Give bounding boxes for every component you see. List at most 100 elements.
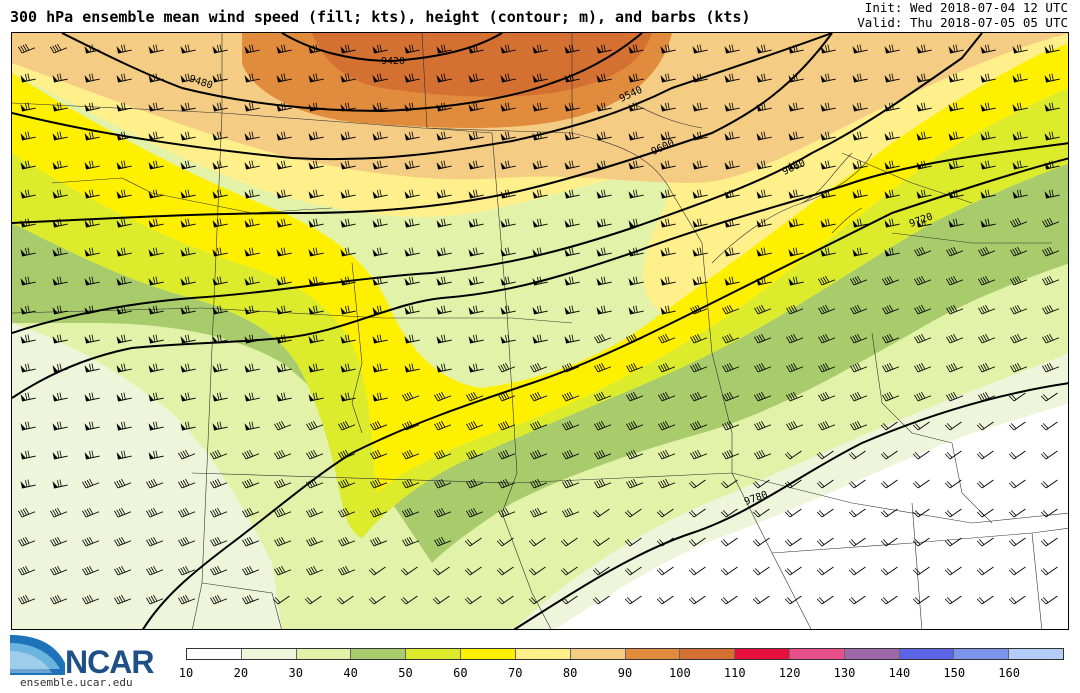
wind-barb [852,44,868,54]
wind-barb [468,276,484,286]
wind-barb [946,391,964,402]
wind-barb [850,420,868,431]
wind-barb [944,421,962,431]
wind-barb [690,391,708,402]
wind-barb [948,131,964,141]
wind-barb [340,73,356,83]
wind-barb [912,537,930,547]
wind-barb [52,421,68,431]
wind-barb [690,362,708,373]
wind-barb [820,102,836,112]
wind-barb [500,247,516,257]
wind-barb [592,508,610,518]
wind-barb [720,595,738,605]
wind-barb [724,160,740,170]
wind-barb [404,73,420,83]
wind-barb [180,334,196,344]
wind-barb [210,536,228,547]
wind-barb [596,247,612,257]
wind-barb [850,333,868,344]
wind-barb [850,304,868,315]
wind-barb [562,420,580,431]
wind-barb [180,73,196,83]
wind-barb [82,478,100,489]
wind-speed-map[interactable]: 9420 9480 9540 9600 9660 9720 9780 [11,32,1069,630]
wind-barb [242,565,260,576]
wind-barb [946,275,964,286]
wind-barb [788,102,804,112]
wind-barb [528,566,546,576]
wind-barb [848,508,866,518]
wind-barb [912,479,930,489]
wind-barb [500,334,516,344]
wind-barb [52,392,68,402]
wind-barb [370,536,388,547]
wind-barb [244,131,260,141]
wind-barb [530,362,548,373]
wind-barb [466,420,484,431]
wind-barb [564,334,580,344]
wind-barb [84,276,100,286]
wind-barb [626,478,644,489]
wind-barb [564,189,580,199]
wind-barb [340,189,356,199]
wind-barb [116,421,132,431]
wind-barb [880,450,898,460]
wind-barb [372,247,388,257]
wind-barb [756,247,772,257]
colorbar-swatch [241,649,297,659]
wind-barb [404,363,420,373]
wind-barb [244,276,260,286]
wind-barb [180,276,196,286]
wind-barb [338,478,356,489]
colorbar-tick-label: 100 [669,666,691,680]
wind-barb [50,594,68,605]
wind-barb [784,508,802,518]
wind-barb [276,363,292,373]
wind-barb [244,363,260,373]
init-time: Init: Wed 2018-07-04 12 UTC [864,0,1068,15]
wind-barb [496,566,514,576]
wind-barb [306,565,324,576]
wind-barb [178,536,196,547]
wind-barb [276,44,292,54]
wind-barb [786,362,804,373]
wind-barb [818,275,836,286]
colorbar-tick-label: 50 [398,666,413,680]
wind-barb [370,449,388,460]
wind-barb [20,479,36,489]
wind-barb [434,391,452,402]
wind-barb [466,507,484,518]
wind-barb [660,73,676,83]
wind-barb [788,218,804,228]
wind-barb [52,276,68,286]
wind-barb [880,421,898,431]
wind-barb [722,304,740,315]
wind-barb [656,508,674,518]
wind-barb [116,363,132,373]
wind-barb [244,247,260,257]
wind-barb [1012,102,1028,112]
wind-barb [948,102,964,112]
wind-barb [436,334,452,344]
wind-barb [754,304,772,315]
wind-barb [1012,160,1028,170]
wind-barbs [18,43,1060,605]
wind-barb [596,276,612,286]
wind-barb [756,189,772,199]
colorbar-tick-label: 80 [562,666,578,680]
wind-barb [948,44,964,54]
colorbar-swatch [296,649,352,659]
wind-barb [692,276,708,286]
wind-barb [1044,102,1060,112]
wind-barb [436,73,452,83]
wind-barb [500,218,516,228]
map-title: 300 hPa ensemble mean wind speed (fill; … [10,8,751,26]
wind-barb [146,536,164,547]
wind-barb [916,189,932,199]
wind-barb [914,391,932,402]
wind-barb [370,507,388,518]
wind-barb [976,508,994,518]
wind-barb [532,218,548,228]
wind-barb [1040,479,1058,489]
